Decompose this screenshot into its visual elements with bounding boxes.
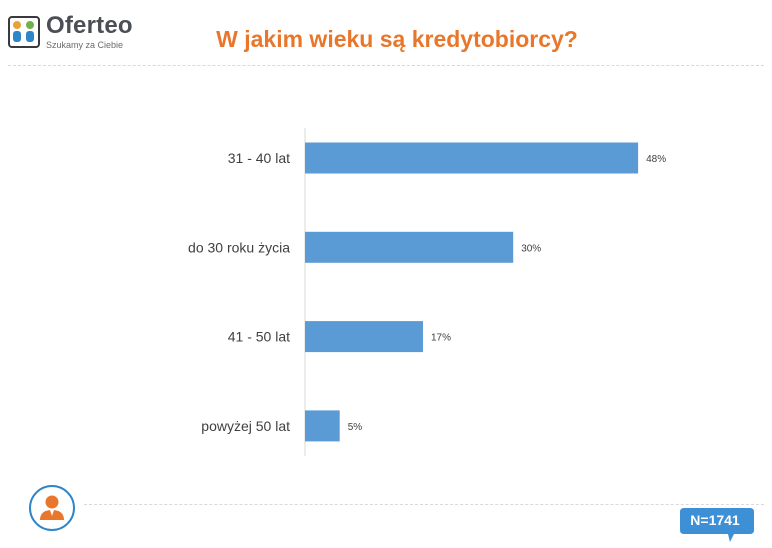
bar — [305, 410, 340, 442]
category-label: powyżej 50 lat — [201, 418, 290, 434]
category-label: 31 - 40 lat — [228, 150, 290, 166]
bar — [305, 231, 514, 263]
logo-icon — [8, 16, 40, 48]
brand-name: Oferteo — [46, 12, 133, 39]
bar — [305, 321, 423, 353]
chart-title: W jakim wieku są kredytobiorcy? — [216, 26, 578, 52]
page-title: W jakim wieku są kredytobiorcy? — [0, 26, 772, 53]
person-icon — [28, 484, 76, 532]
data-label: 17% — [431, 333, 451, 344]
brand-tagline: Szukamy za Ciebie — [46, 40, 124, 50]
data-label: 5% — [348, 422, 363, 433]
category-label: do 30 roku życia — [188, 239, 290, 255]
category-label: 41 - 50 lat — [228, 329, 290, 345]
footer-divider — [84, 504, 764, 505]
data-label: 48% — [646, 154, 666, 165]
bar — [305, 142, 639, 174]
header-divider — [8, 65, 764, 66]
sample-size-label: N=1741 — [690, 512, 740, 528]
data-label: 30% — [521, 243, 541, 254]
brand-logo: Oferteo Szukamy za Ciebie — [8, 12, 148, 54]
sample-size-badge: N=1741 — [678, 506, 758, 546]
